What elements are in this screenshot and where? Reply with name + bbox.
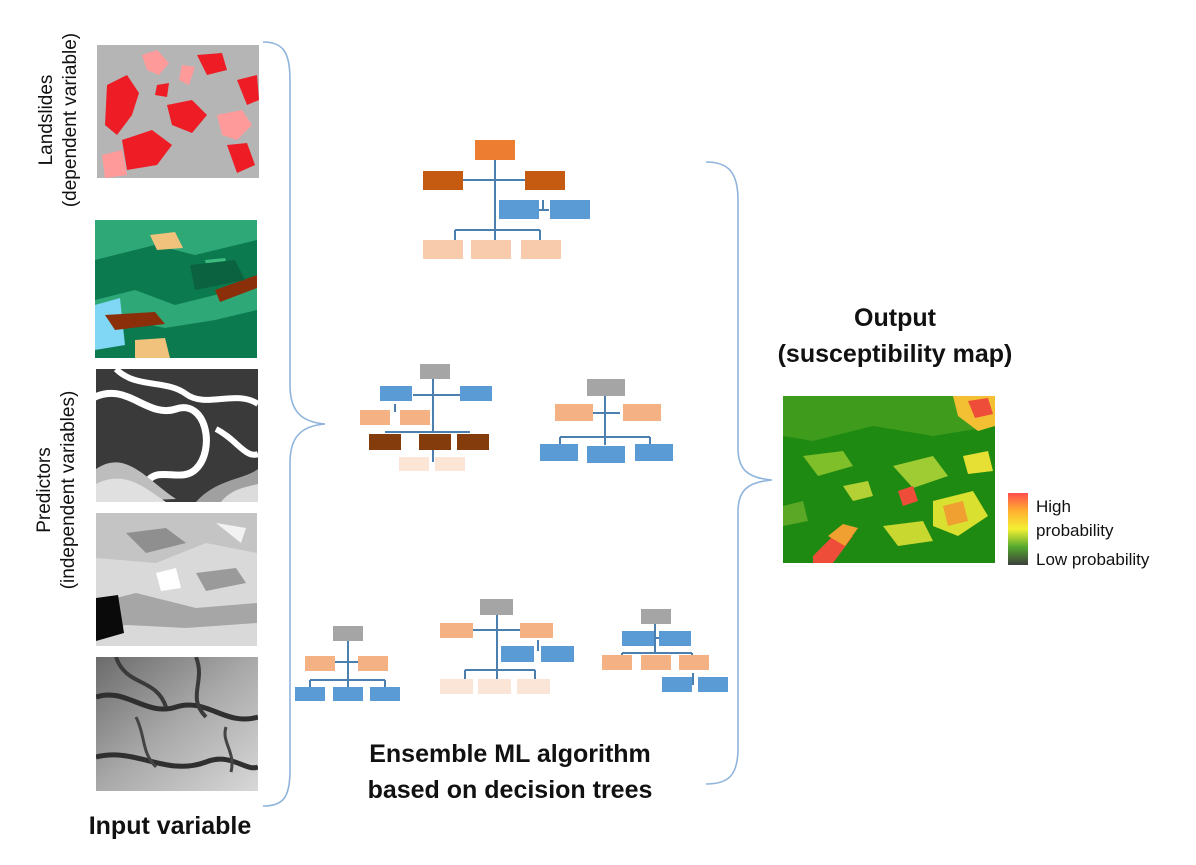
tree-node xyxy=(541,646,574,662)
tree-node xyxy=(623,404,661,421)
tree-node xyxy=(399,457,429,471)
tree-node xyxy=(540,444,578,461)
tree-node xyxy=(419,434,451,450)
tree-node xyxy=(520,623,553,638)
tree-node xyxy=(440,679,473,694)
tree-node xyxy=(521,240,561,259)
tree-node xyxy=(333,626,363,641)
decision-tree-5 xyxy=(440,599,574,694)
tree-node xyxy=(369,434,401,450)
tree-node xyxy=(641,655,671,670)
ensemble-label-line1: Ensemble ML algorithm xyxy=(369,740,651,768)
output-label-line1: Output xyxy=(854,304,936,332)
tree-node xyxy=(622,631,654,646)
susceptibility-map xyxy=(783,396,995,563)
tree-node xyxy=(662,677,692,692)
distance-map xyxy=(96,369,258,502)
decision-tree-2 xyxy=(360,364,492,471)
decision-tree-1 xyxy=(423,140,590,259)
landslides-subtitle: (dependent variable) xyxy=(60,32,81,208)
tree-node xyxy=(550,200,590,219)
input-bracket xyxy=(262,41,326,807)
input-variable-label: Input variable xyxy=(88,812,252,840)
land-cover-map xyxy=(95,220,257,358)
landslides-title: Landslides xyxy=(36,74,57,166)
tree-node xyxy=(555,404,593,421)
tree-node xyxy=(525,171,565,190)
tree-node xyxy=(587,379,625,396)
elevation-map xyxy=(96,657,258,791)
legend-gradient-bar xyxy=(1008,493,1028,565)
tree-node xyxy=(457,434,489,450)
tree-node xyxy=(380,386,412,401)
tree-node xyxy=(659,631,691,646)
tree-node xyxy=(360,410,390,425)
tree-node xyxy=(635,444,673,461)
tree-node xyxy=(499,200,539,219)
landslides-label: Landslides (dependent variable) xyxy=(35,0,95,240)
tree-node xyxy=(358,656,388,671)
tree-node xyxy=(423,171,463,190)
tree-node xyxy=(295,687,325,701)
tree-node xyxy=(423,240,463,259)
decision-tree-3 xyxy=(540,379,673,463)
tree-node xyxy=(698,677,728,692)
decision-tree-6 xyxy=(602,609,728,692)
legend-probability-label: probability xyxy=(1036,521,1114,540)
legend-high-label: High xyxy=(1036,497,1071,516)
tree-node xyxy=(587,446,625,463)
predictors-title: Predictors xyxy=(34,447,55,533)
tree-node xyxy=(480,599,513,615)
output-bracket xyxy=(705,161,773,785)
tree-node xyxy=(641,609,671,624)
decision-tree-4 xyxy=(295,626,400,701)
tree-node xyxy=(460,386,492,401)
tree-node xyxy=(370,687,400,701)
tree-node xyxy=(435,457,465,471)
tree-node xyxy=(517,679,550,694)
tree-node xyxy=(420,364,450,379)
landslide-inventory-map xyxy=(97,45,259,178)
tree-node xyxy=(501,646,534,662)
tree-node xyxy=(471,240,511,259)
tree-node xyxy=(440,623,473,638)
ensemble-label-line2: based on decision trees xyxy=(367,776,653,804)
tree-node xyxy=(602,655,632,670)
tree-node xyxy=(400,410,430,425)
ensemble-label: Ensemble ML algorithm based on decision … xyxy=(320,736,700,808)
legend-low-label: Low probability xyxy=(1036,550,1150,569)
slope-map xyxy=(96,513,257,646)
tree-node xyxy=(679,655,709,670)
output-label-line2: (susceptibility map) xyxy=(777,340,1013,368)
tree-node xyxy=(305,656,335,671)
tree-node xyxy=(333,687,363,701)
predictors-label: Predictors (independent variables) xyxy=(33,340,93,640)
output-label: Output (susceptibility map) xyxy=(740,300,1050,372)
predictors-subtitle: (independent variables) xyxy=(58,390,79,590)
tree-node xyxy=(478,679,511,694)
tree-node xyxy=(475,140,515,160)
